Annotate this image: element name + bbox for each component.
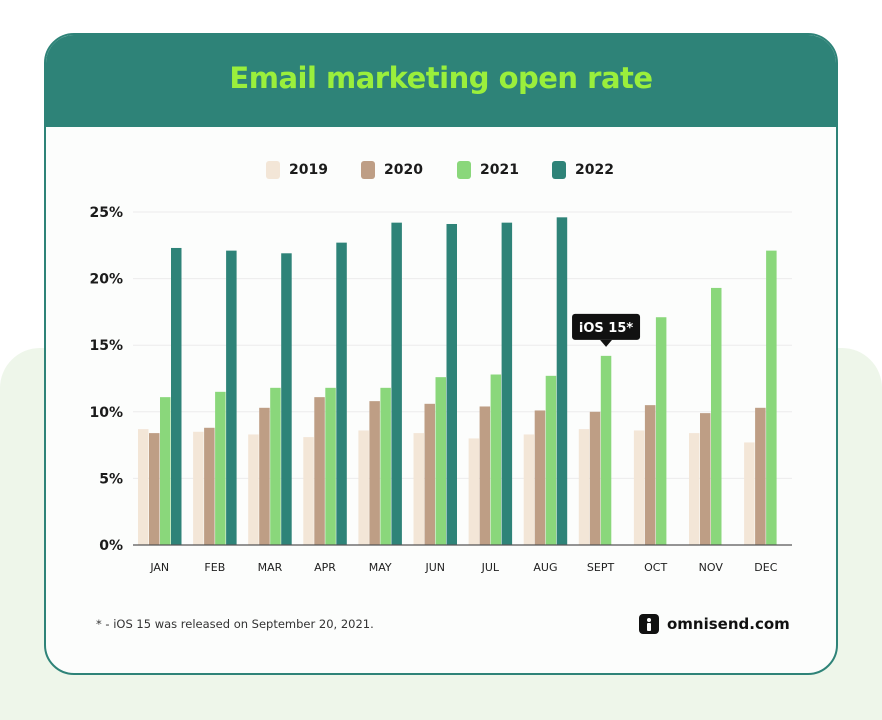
- bar-2021-jun: [435, 377, 446, 545]
- x-tick-label: AUG: [533, 561, 557, 574]
- bar-2019-oct: [633, 430, 645, 545]
- legend-label-2021: 2021: [480, 162, 519, 178]
- x-tick-label: MAY: [369, 561, 392, 574]
- bar-2020-mar: [259, 407, 270, 545]
- bar-2021-mar: [270, 387, 281, 545]
- card-header: Email marketing open rate: [46, 35, 836, 127]
- bar-2022-may: [391, 222, 402, 545]
- x-tick-label: DEC: [754, 561, 777, 574]
- brand-text: omnisend.com: [667, 615, 790, 633]
- x-tick-label: APR: [314, 561, 336, 574]
- bar-2020-jan: [149, 433, 160, 545]
- bar-2019-sept: [578, 429, 590, 545]
- x-tick-label: FEB: [204, 561, 225, 574]
- bar-2020-jun: [424, 403, 435, 545]
- x-tick-label: JUL: [481, 561, 500, 574]
- bar-2020-oct: [644, 405, 656, 545]
- footnote: * - iOS 15 was released on September 20,…: [96, 617, 374, 631]
- bar-2021-feb: [215, 391, 226, 545]
- legend-swatch-2019: [266, 161, 280, 179]
- bar-2020-sept: [589, 411, 601, 545]
- legend-item-2022: 2022: [552, 159, 614, 181]
- bar-2021-aug: [545, 375, 557, 545]
- bar-2022-apr: [336, 242, 347, 546]
- legend-label-2022: 2022: [575, 162, 614, 178]
- y-tick-label: 5%: [99, 471, 123, 487]
- bar-2019-aug: [523, 434, 535, 545]
- bar-2022-feb: [226, 250, 237, 546]
- bar-2020-jul: [479, 406, 491, 545]
- y-tick-label: 20%: [89, 272, 123, 288]
- x-tick-label: NOV: [699, 561, 724, 574]
- x-tick-label: SEPT: [587, 561, 615, 574]
- legend-item-2019: 2019: [266, 159, 328, 181]
- bar-2022-jul: [501, 222, 513, 545]
- bar-2022-mar: [281, 253, 292, 546]
- bar-2020-feb: [204, 427, 215, 545]
- legend-swatch-2021: [457, 161, 471, 179]
- bar-2022-jun: [446, 223, 457, 545]
- bar-2021-may: [380, 387, 391, 545]
- y-tick-label: 0%: [99, 538, 123, 554]
- bar-2019-may: [358, 430, 369, 545]
- x-tick-label: MAR: [258, 561, 283, 574]
- bar-2021-oct: [655, 317, 667, 545]
- bar-2019-nov: [689, 433, 700, 545]
- x-tick-label: JAN: [149, 561, 169, 574]
- bar-2020-nov: [700, 413, 711, 545]
- bar-2020-may: [369, 401, 380, 545]
- bar-2020-dec: [755, 407, 766, 545]
- bar-2019-feb: [193, 431, 204, 545]
- bar-2019-jun: [413, 433, 424, 545]
- bar-2021-nov: [711, 287, 722, 545]
- legend-swatch-2022: [552, 161, 566, 179]
- annotation-box: [572, 313, 641, 340]
- chart-title: Email marketing open rate: [229, 61, 653, 95]
- bar-2021-jul: [490, 374, 502, 545]
- bar-2019-mar: [248, 434, 259, 545]
- bar-2021-dec: [766, 250, 777, 546]
- annotation-pointer: [600, 339, 613, 347]
- brand[interactable]: omnisend.com: [639, 612, 790, 636]
- y-tick-label: 10%: [89, 405, 123, 421]
- legend-item-2020: 2020: [361, 159, 423, 181]
- bar-2020-aug: [534, 410, 546, 545]
- legend-label-2020: 2020: [384, 162, 423, 178]
- annotation-label: iOS 15*: [579, 321, 633, 336]
- bar-2022-aug: [556, 217, 568, 545]
- chart-card: Email marketing open rate 2019 2020 2021…: [44, 33, 838, 675]
- bar-2021-apr: [325, 387, 336, 545]
- omnisend-logo-icon: [639, 614, 659, 634]
- bar-2021-sept: [600, 355, 612, 545]
- bar-2019-jul: [468, 438, 480, 545]
- bar-2022-jan: [171, 247, 182, 546]
- legend-item-2021: 2021: [457, 159, 519, 181]
- y-tick-label: 15%: [89, 338, 123, 354]
- legend: 2019 2020 2021 2022: [266, 159, 706, 181]
- bar-2019-dec: [744, 442, 755, 545]
- y-tick-label: 25%: [89, 205, 123, 221]
- x-tick-label: OCT: [644, 561, 667, 574]
- bar-2019-apr: [303, 437, 314, 545]
- x-tick-label: JUN: [424, 561, 445, 574]
- legend-label-2019: 2019: [289, 162, 328, 178]
- bar-2020-apr: [314, 397, 325, 545]
- bar-2019-jan: [138, 429, 149, 545]
- bar-2021-jan: [160, 397, 171, 545]
- legend-swatch-2020: [361, 161, 375, 179]
